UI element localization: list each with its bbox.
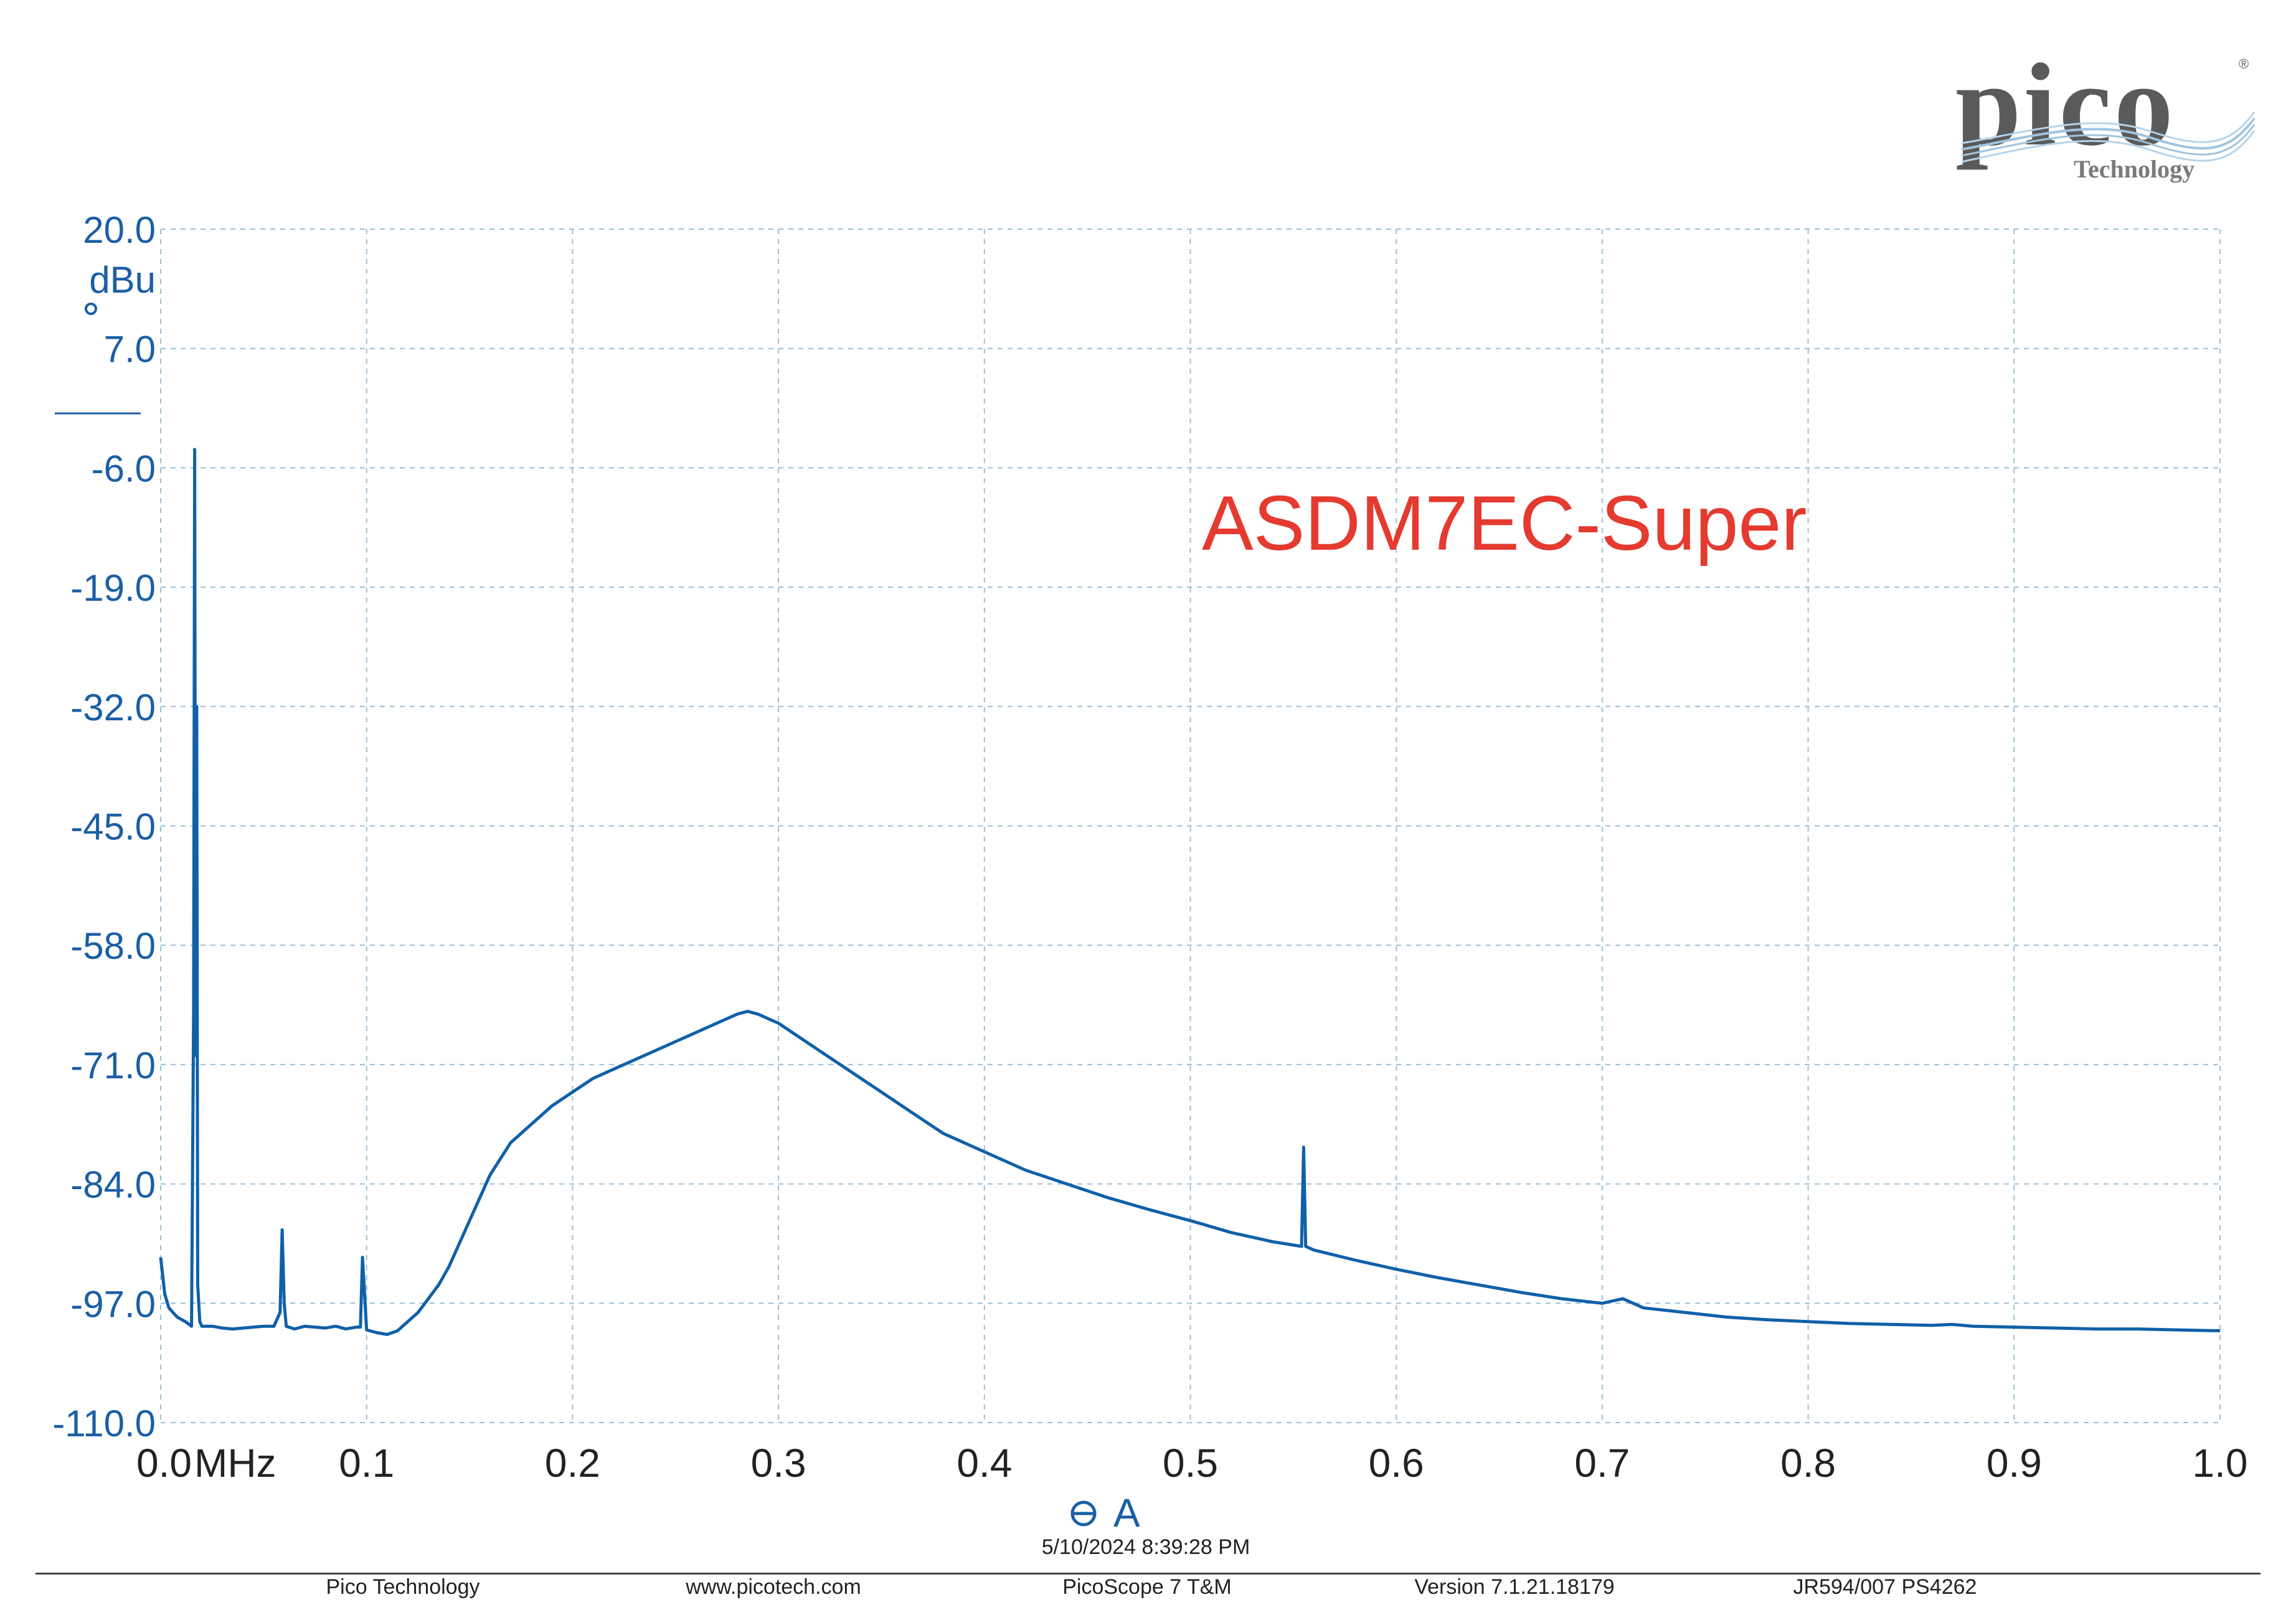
footer-device: JR594/007 PS4262 — [1793, 1575, 1977, 1599]
y-tick-label: -71.0 — [70, 1045, 156, 1086]
y-axis-marker-icon — [85, 303, 97, 315]
y-tick-label: 20.0 — [83, 209, 156, 251]
y-tick-label: -84.0 — [70, 1164, 156, 1206]
logo-subtitle: Technology — [2074, 155, 2195, 183]
x-axis-unit-label: MHz — [194, 1441, 276, 1486]
y-tick-label: -32.0 — [70, 687, 156, 728]
x-tick-label: 0.8 — [1780, 1441, 1836, 1486]
y-tick-label: -110.0 — [52, 1403, 156, 1444]
y-axis-unit-label: dBu — [89, 259, 156, 301]
y-tick-label: -45.0 — [70, 806, 156, 848]
footer-version: Version 7.1.21.18179 — [1414, 1575, 1615, 1599]
y-tick-label: -19.0 — [70, 567, 156, 609]
y-tick-label: -58.0 — [70, 925, 156, 967]
x-tick-label: 0.4 — [957, 1441, 1012, 1486]
footer-rule — [35, 1573, 2261, 1575]
x-tick-label: 0.7 — [1574, 1441, 1630, 1486]
x-tick-label: 0.1 — [339, 1441, 394, 1486]
x-axis-ticks: 0.0 0.1 0.2 0.3 0.4 0.5 0.6 0.7 0.8 0.9 1.0 — [136, 1441, 2247, 1486]
legend-label-a: A — [1113, 1490, 1140, 1535]
y-tick-label: -6.0 — [92, 448, 156, 489]
x-tick-label: 0.9 — [1987, 1441, 2042, 1486]
x-tick-label: 1.0 — [2193, 1441, 2248, 1486]
trace-line — [159, 448, 2221, 1336]
y-tick-label: -97.0 — [70, 1283, 156, 1325]
logo-wave-icon — [1961, 111, 2256, 163]
y-tick-label: 7.0 — [104, 329, 156, 370]
capture-timestamp: 5/10/2024 8:39:28 PM — [1041, 1535, 1250, 1559]
footer: Pico Technology www.picotech.com PicoSco… — [35, 1575, 2261, 1610]
legend: A — [1070, 1490, 1140, 1535]
logo-registered-mark: ® — [2239, 56, 2249, 72]
x-tick-label: 0.6 — [1369, 1441, 1424, 1486]
footer-company: Pico Technology — [326, 1575, 480, 1599]
x-tick-label: 0.5 — [1163, 1441, 1218, 1486]
trace-series-a — [159, 448, 2221, 1336]
x-tick-label: 0.0 — [136, 1441, 192, 1486]
chart-grid — [160, 228, 2221, 1423]
footer-website: www.picotech.com — [686, 1575, 861, 1599]
x-tick-label: 0.3 — [751, 1441, 806, 1486]
y-axis-ticks: 20.0 7.0 -6.0 -19.0 -32.0 -45.0 -58.0 -71.0 -84.… — [52, 209, 156, 1444]
footer-product: PicoScope 7 T&M — [1062, 1575, 1232, 1599]
pico-logo: pico ® Technology — [1937, 40, 2261, 187]
x-tick-label: 0.2 — [545, 1441, 600, 1486]
device-annotation: ASDM7EC-Super — [1202, 481, 1807, 567]
